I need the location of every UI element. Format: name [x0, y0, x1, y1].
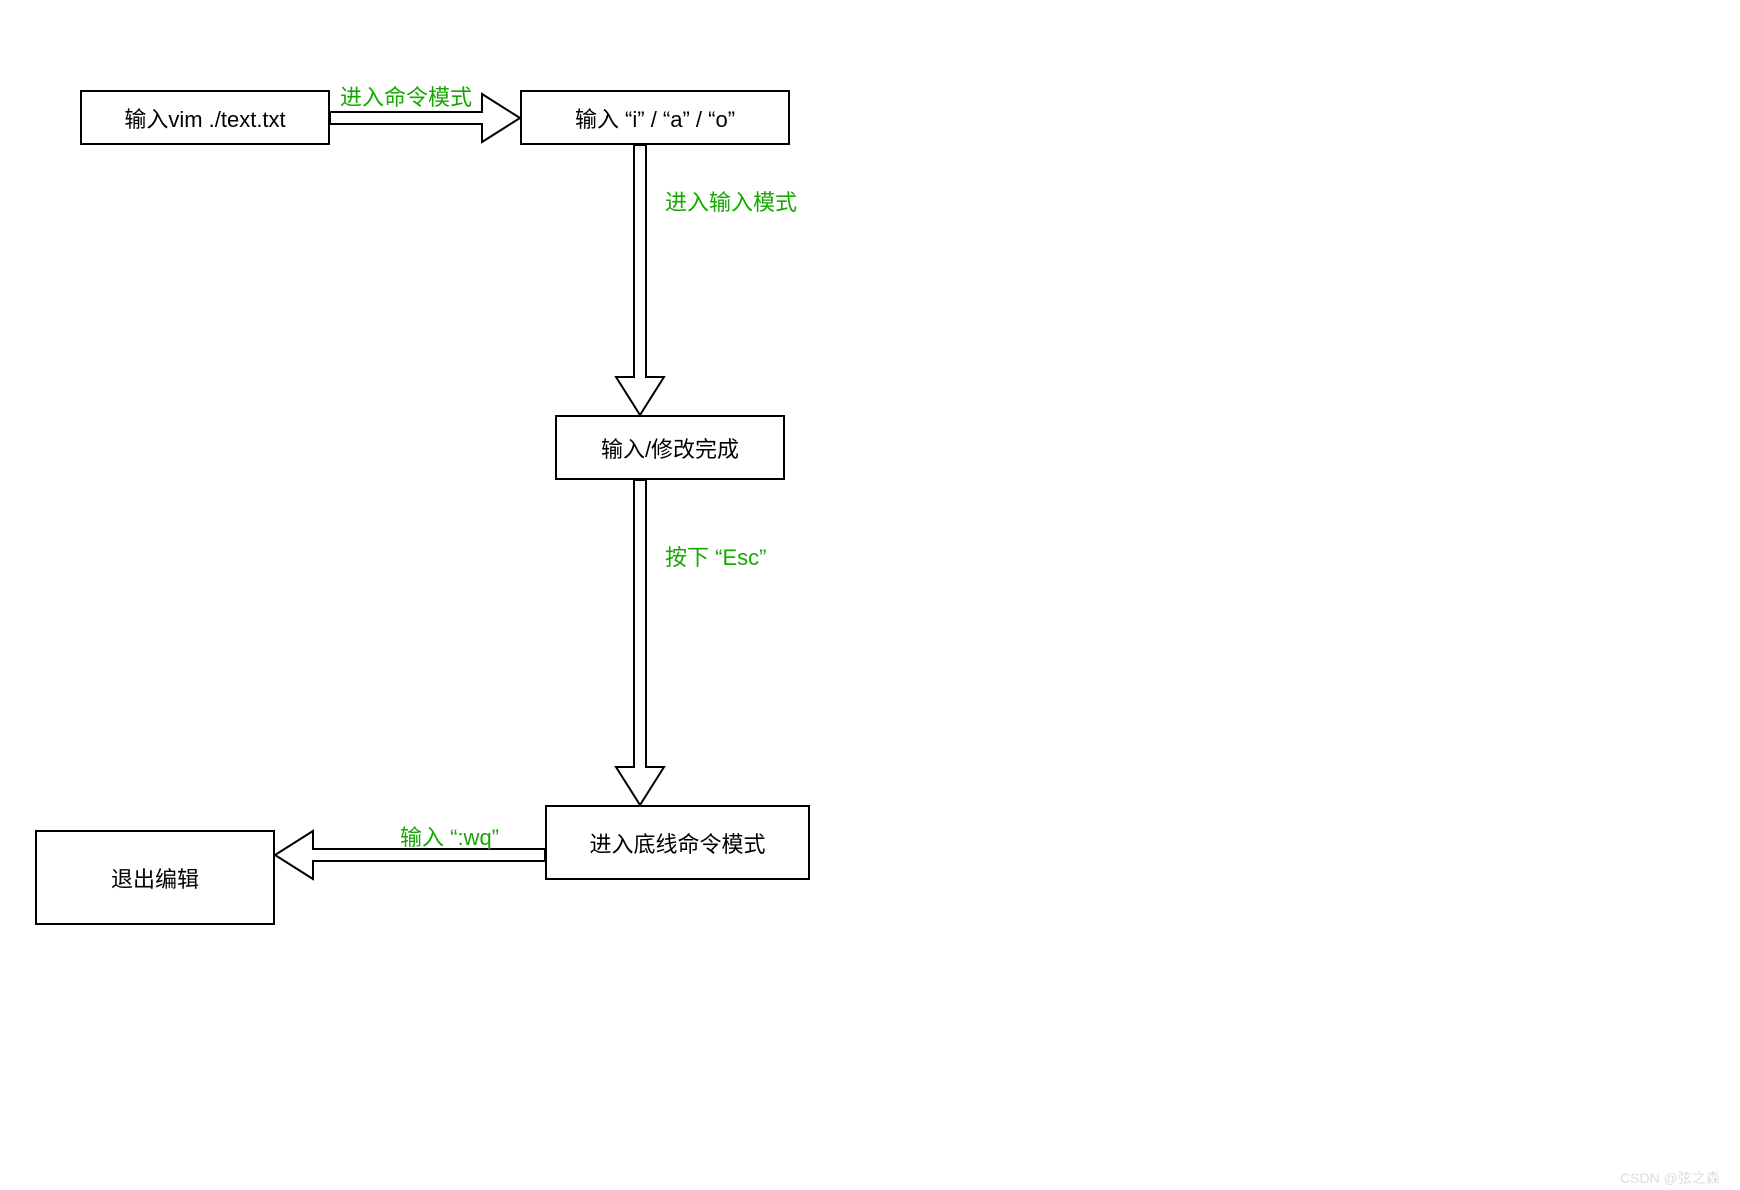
flow-edge-label-e2: 进入输入模式: [665, 185, 797, 217]
flow-edge-label-e1: 进入命令模式: [340, 80, 472, 112]
flow-arrow-e3: [616, 480, 664, 805]
flow-node-label: 输入 “i” / “a” / “o”: [575, 102, 735, 134]
flow-node-label: 退出编辑: [111, 862, 199, 894]
flow-node-n5: 退出编辑: [35, 830, 275, 925]
flow-edge-label-e3: 按下 “Esc”: [665, 540, 766, 572]
flow-edge-label-e4: 输入 “:wq”: [400, 820, 499, 852]
flow-node-n4: 进入底线命令模式: [545, 805, 810, 880]
flow-node-label: 输入vim ./text.txt: [124, 102, 285, 134]
flow-node-n2: 输入 “i” / “a” / “o”: [520, 90, 790, 145]
watermark-text: CSDN @弦之森: [1620, 1168, 1720, 1188]
flow-node-n3: 输入/修改完成: [555, 415, 785, 480]
flow-arrow-e2: [616, 145, 664, 415]
flow-node-label: 进入底线命令模式: [589, 827, 765, 859]
flow-node-label: 输入/修改完成: [601, 432, 739, 464]
flow-node-n1: 输入vim ./text.txt: [80, 90, 330, 145]
